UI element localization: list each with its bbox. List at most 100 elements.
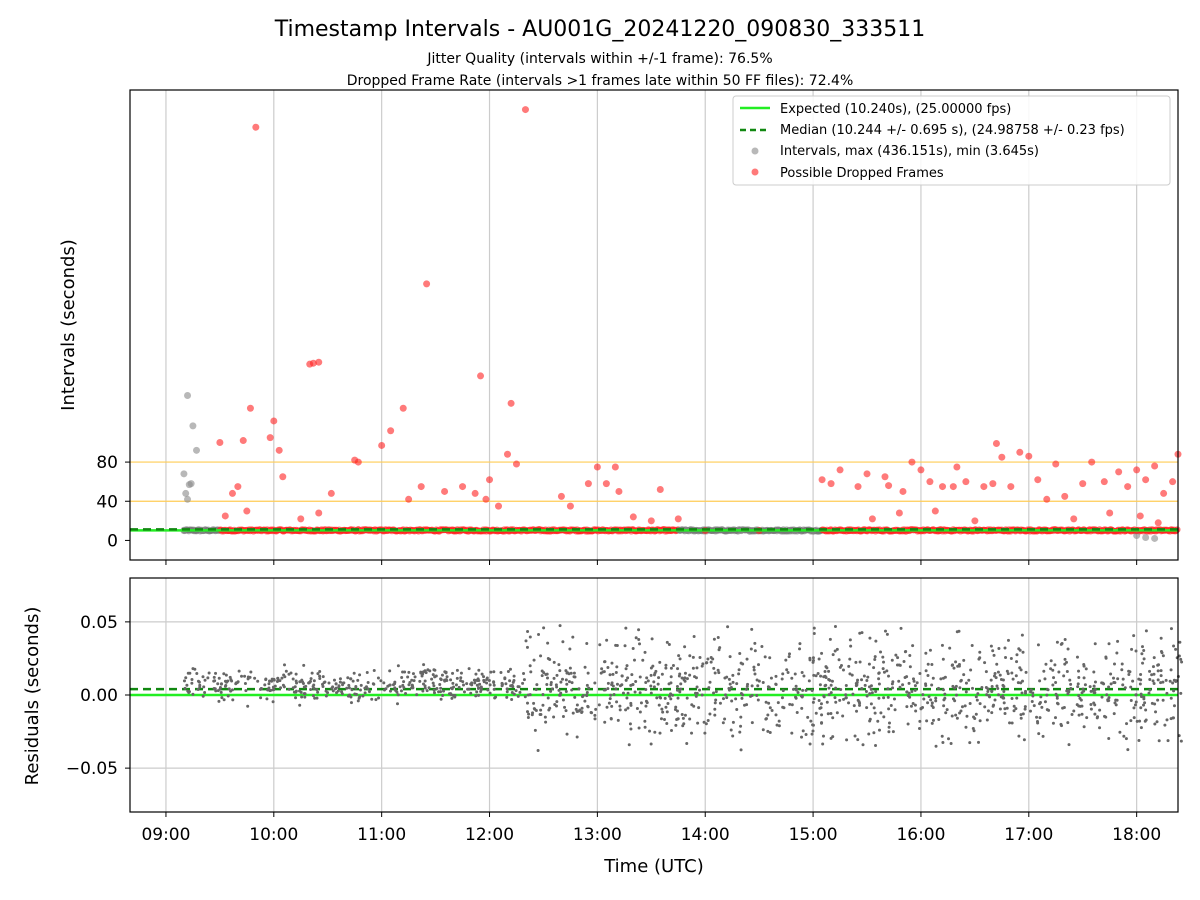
residual-point	[960, 705, 964, 709]
residual-point	[806, 715, 810, 719]
residual-point	[1036, 721, 1040, 725]
residual-point	[919, 707, 923, 711]
residual-point	[206, 676, 210, 680]
dropped-frame-point	[1151, 462, 1159, 470]
residual-point	[395, 702, 399, 706]
residual-point	[1168, 679, 1172, 683]
residual-point	[776, 701, 780, 705]
residual-point	[459, 679, 463, 683]
residual-point	[455, 668, 459, 672]
residual-point	[346, 676, 350, 680]
residual-point	[571, 635, 575, 639]
residual-point	[691, 666, 695, 670]
residual-point	[528, 664, 532, 668]
residual-point	[346, 694, 350, 698]
residual-point	[934, 696, 938, 700]
residual-point	[827, 693, 831, 697]
residual-point	[1054, 680, 1058, 684]
residual-point	[568, 647, 572, 651]
residuals-x-ticks: 09:00 10:00 11:00 12:00 13:00 14:00 15:00 16:00…	[141, 812, 1161, 845]
residual-point	[439, 678, 443, 682]
residual-point	[638, 710, 642, 714]
residual-point	[610, 681, 614, 685]
dropped-frame-point	[615, 487, 623, 495]
residual-point	[1076, 682, 1080, 686]
residual-point	[664, 663, 668, 667]
residual-point	[823, 684, 827, 688]
residual-point	[575, 703, 579, 707]
residual-point	[270, 679, 274, 683]
residual-point	[887, 730, 891, 734]
residual-point	[643, 725, 647, 729]
residual-point	[955, 693, 959, 697]
residual-point	[1177, 654, 1181, 658]
residual-point	[623, 644, 627, 648]
residual-point	[906, 694, 910, 698]
residual-point	[585, 693, 589, 697]
residual-point	[1153, 702, 1157, 706]
residual-point	[549, 683, 553, 687]
residual-point	[1132, 716, 1136, 720]
residual-point	[1174, 679, 1178, 683]
residual-point	[388, 683, 392, 687]
residual-point	[624, 667, 628, 671]
residual-point	[777, 719, 781, 723]
residual-point	[913, 684, 917, 688]
residual-point	[757, 679, 761, 683]
residual-point	[876, 719, 880, 723]
residual-point	[1144, 708, 1148, 712]
residual-point	[823, 669, 827, 673]
residual-point	[356, 699, 360, 703]
residual-point	[910, 689, 914, 693]
residual-point	[774, 674, 778, 678]
residual-point	[828, 678, 832, 682]
residual-point	[1061, 706, 1065, 710]
residual-point	[508, 667, 512, 671]
residual-point	[1113, 681, 1117, 685]
residual-point	[583, 699, 587, 703]
chart-subtitle-2: Dropped Frame Rate (intervals >1 frames …	[347, 73, 854, 89]
residual-point	[785, 668, 789, 672]
residual-point	[683, 679, 687, 683]
residual-point	[794, 684, 798, 688]
residual-point	[777, 724, 781, 728]
residual-point	[1141, 661, 1145, 665]
residual-point	[1139, 706, 1143, 710]
residual-point	[1039, 695, 1043, 699]
residual-point	[478, 682, 482, 686]
residual-point	[865, 706, 869, 710]
residual-point	[679, 687, 683, 691]
x-tick-label: 11:00	[357, 825, 406, 845]
residual-point	[867, 732, 871, 736]
dropped-frame-point	[674, 515, 682, 523]
residual-point	[1180, 660, 1184, 664]
residual-point	[406, 675, 410, 679]
residual-point	[766, 729, 770, 733]
residual-point	[1015, 653, 1019, 657]
dropped-frame-point	[863, 470, 871, 478]
residual-point	[282, 685, 286, 689]
residual-point	[976, 692, 980, 696]
dropped-frame-point	[980, 483, 988, 491]
residual-point	[833, 696, 837, 700]
residual-point	[541, 703, 545, 707]
residual-point	[367, 690, 371, 694]
residual-point	[226, 679, 230, 683]
residual-point	[423, 679, 427, 683]
residual-point	[811, 700, 815, 704]
residual-point	[203, 691, 207, 695]
residual-point	[1030, 700, 1034, 704]
residual-point	[794, 695, 798, 699]
residual-point	[408, 680, 412, 684]
residual-point	[1112, 676, 1116, 680]
residual-point	[791, 687, 795, 691]
residual-point	[533, 728, 537, 732]
residual-point	[432, 688, 436, 692]
residual-point	[924, 651, 928, 655]
residual-point	[978, 719, 982, 723]
residual-point	[542, 671, 546, 675]
residual-point	[190, 677, 194, 681]
residual-point	[334, 682, 338, 686]
residual-point	[625, 664, 629, 668]
residual-point	[475, 683, 479, 687]
